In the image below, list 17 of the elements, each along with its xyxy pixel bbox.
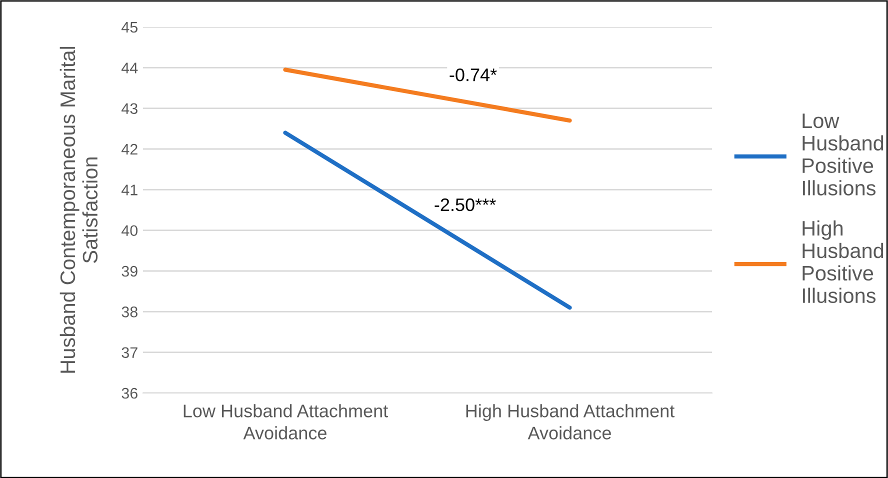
y-tick-label: 45 bbox=[122, 22, 138, 33]
legend-label: Low Husband Positive Illusions bbox=[802, 114, 884, 196]
y-axis-title: Husband Contemporaneous Marital Satisfaction bbox=[60, 46, 98, 373]
x-tick-label: High Husband Attachment Avoidance bbox=[466, 404, 675, 440]
y-tick-label: 40 bbox=[122, 225, 138, 236]
y-tick-label: 43 bbox=[122, 103, 138, 114]
y-tick-label: 41 bbox=[122, 184, 138, 196]
x-tick-label: Low Husband Attachment Avoidance bbox=[184, 404, 388, 440]
annotation: -0.74* bbox=[450, 68, 497, 82]
annotation: -2.50*** bbox=[434, 198, 496, 212]
y-tick-label: 37 bbox=[122, 347, 138, 358]
legend-label: High Husband Positive Illusions bbox=[802, 220, 884, 304]
y-tick-label: 39 bbox=[122, 266, 138, 277]
y-tick-label: 38 bbox=[122, 306, 138, 318]
y-tick-label: 36 bbox=[122, 388, 138, 399]
y-tick-label: 44 bbox=[122, 62, 138, 74]
y-tick-label: 42 bbox=[122, 144, 138, 155]
